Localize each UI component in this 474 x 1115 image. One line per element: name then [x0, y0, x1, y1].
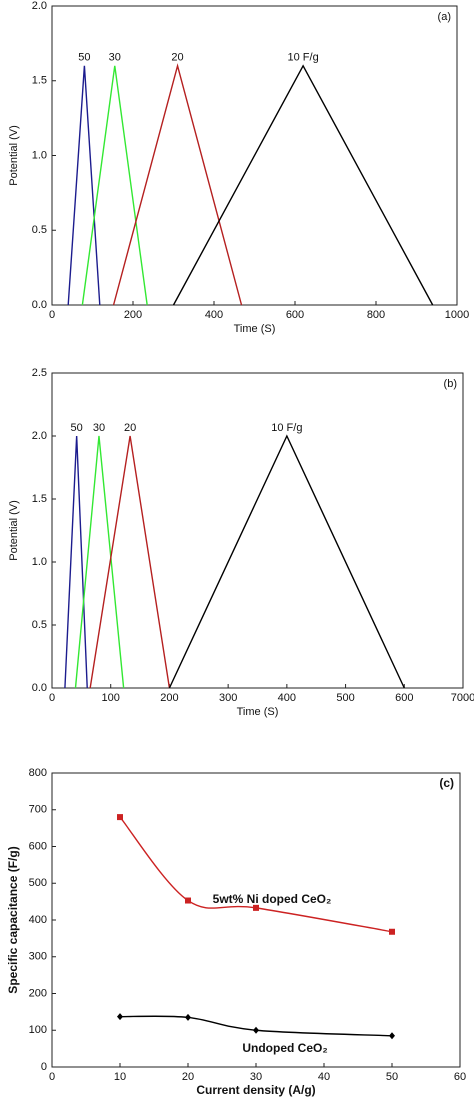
panel-label: (a)	[438, 11, 451, 23]
x-axis-label: Time (S)	[234, 323, 276, 335]
series-line	[172, 64, 434, 306]
series-name: 10 F/g	[271, 422, 302, 434]
series-line	[74, 435, 125, 689]
x-tick-label: 50	[386, 1071, 398, 1083]
x-axis-label: Time (S)	[237, 706, 279, 718]
y-tick-label: 0.5	[32, 224, 47, 236]
y-tick-label: 1.5	[32, 493, 47, 505]
panel-label: (c)	[439, 776, 454, 790]
point	[253, 904, 259, 911]
series-name: 50	[71, 422, 83, 434]
x-tick-label: 400	[278, 692, 296, 704]
x-tick-label: 30	[250, 1071, 262, 1083]
x-tick-label: 200	[160, 692, 178, 704]
plot-frame	[51, 772, 461, 1068]
y-tick-label: 0.0	[32, 682, 47, 694]
series-line	[64, 435, 88, 689]
y-tick-label: 800	[29, 767, 47, 779]
series-name: 30	[109, 52, 121, 64]
x-tick-label: 600	[286, 309, 304, 321]
y-tick-label: 400	[29, 914, 47, 926]
y-tick-label: 300	[29, 951, 47, 963]
y-tick-label: 1.0	[32, 149, 47, 161]
y-tick-label: 500	[29, 877, 47, 889]
point	[185, 897, 191, 904]
x-tick-label: 400	[205, 309, 223, 321]
point	[389, 928, 395, 935]
series-line	[81, 65, 148, 306]
x-tick-label: 800	[367, 309, 385, 321]
y-tick-label: 600	[29, 840, 47, 852]
x-tick-label: 500	[336, 692, 354, 704]
series-line	[168, 434, 405, 689]
y-axis-label: Specific capacitance (F/g)	[6, 846, 20, 993]
series-line	[112, 63, 243, 306]
x-tick-label: 100	[102, 692, 120, 704]
y-axis-label: Potential (V)	[8, 125, 20, 186]
series-line	[89, 435, 171, 689]
series-name: 20	[171, 52, 183, 64]
x-tick-label: 1000	[445, 309, 469, 321]
x-tick-label: 300	[219, 692, 237, 704]
x-tick-label: 60	[454, 1071, 466, 1083]
y-tick-label: 2.0	[32, 0, 47, 12]
x-tick-label: 0	[49, 309, 55, 321]
series-name: 20	[124, 422, 136, 434]
series-line	[119, 1015, 393, 1037]
x-tick-label: 20	[182, 1071, 194, 1083]
x-axis-label: Current density (A/g)	[196, 1083, 315, 1097]
x-tick-label: 7000	[451, 692, 474, 704]
panel-label: (b)	[444, 378, 457, 390]
series-name: 50	[78, 52, 90, 64]
y-tick-label: 100	[29, 1024, 47, 1036]
x-tick-label: 200	[124, 309, 142, 321]
series-name: Undoped CeO₂	[242, 1041, 327, 1055]
series-line	[67, 65, 101, 306]
y-tick-label: 1.5	[32, 75, 47, 87]
y-tick-label: 0	[41, 1061, 47, 1073]
series-line	[119, 816, 393, 933]
point	[185, 1013, 191, 1021]
y-tick-label: 2.0	[32, 430, 47, 442]
y-tick-label: 0.0	[32, 299, 47, 311]
point	[117, 1013, 123, 1021]
point	[117, 814, 123, 821]
point	[389, 1032, 395, 1040]
y-tick-label: 2.5	[32, 367, 47, 379]
x-tick-label: 10	[114, 1071, 126, 1083]
y-tick-label: 200	[29, 987, 47, 999]
x-tick-label: 0	[49, 1071, 55, 1083]
y-tick-label: 0.5	[32, 619, 47, 631]
y-tick-label: 700	[29, 804, 47, 816]
x-tick-label: 600	[395, 692, 413, 704]
series-name: 10 F/g	[288, 52, 319, 64]
x-tick-label: 40	[318, 1071, 330, 1083]
series-name: 5wt% Ni doped CeO₂	[213, 892, 332, 906]
series-name: 30	[93, 422, 105, 434]
x-tick-label: 0	[49, 692, 55, 704]
point	[253, 1026, 259, 1034]
plot-frame	[51, 372, 464, 689]
y-tick-label: 1.0	[32, 556, 47, 568]
y-axis-label: Potential (V)	[8, 500, 20, 561]
